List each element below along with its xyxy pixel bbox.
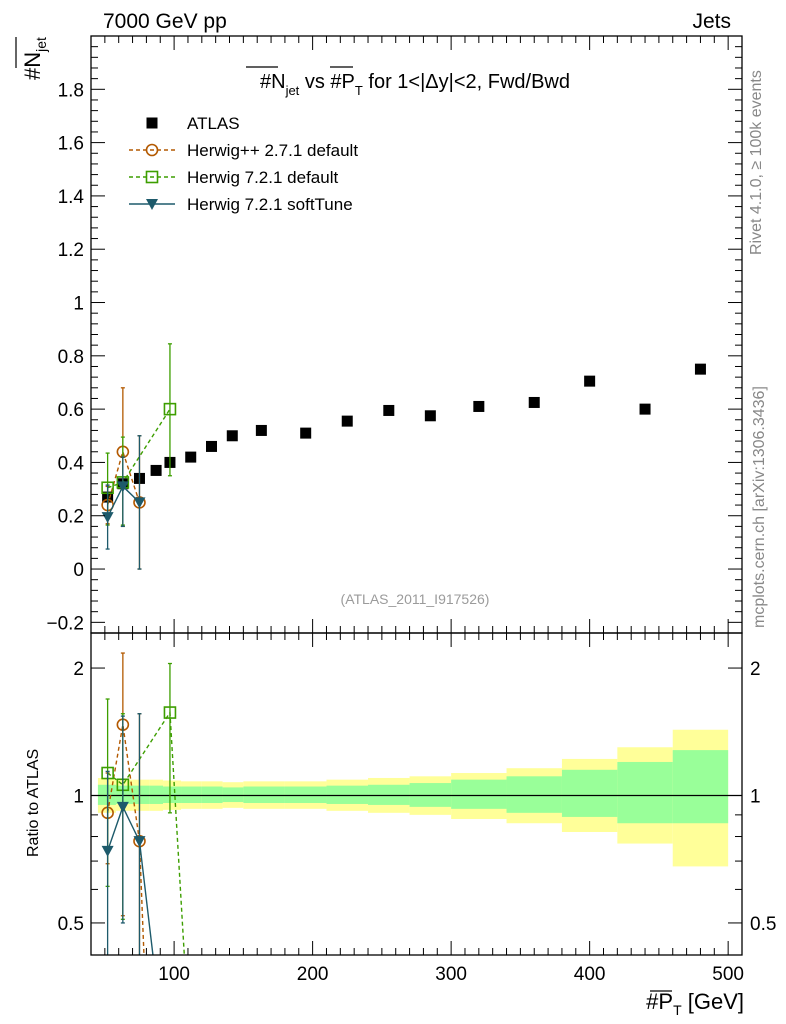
ratio-band-inner <box>243 786 285 804</box>
y-tick-label: 0 <box>73 560 84 581</box>
ratio-band-inner <box>163 786 182 804</box>
y-axis-label: #Njet <box>20 37 49 80</box>
ratio-point-herwig-7-2-1-softtune <box>133 836 146 848</box>
side-rivet-version: Rivet 4.1.0, ≥ 100k events <box>748 70 765 255</box>
plot-title: #Njet vs #PT for 1<|Δy|<2, Fwd/Bwd <box>260 71 570 98</box>
point-atlas <box>341 415 353 427</box>
point-atlas <box>473 400 485 412</box>
point-atlas <box>300 427 312 439</box>
axes: −0.2 0 0.2 0.4 0.6 0.8 1 1.2 1.4 1.6 1.8 100 200 300 4… <box>46 35 776 985</box>
legend-label-herwig-2-7-1-default: Herwig++ 2.7.1 default <box>187 141 358 160</box>
main-plot-marks <box>101 343 706 570</box>
ratio-band-inner <box>617 761 673 824</box>
ratio-tick-label-left: 2 <box>73 659 84 680</box>
point-herwig-7-2-1-softtune <box>101 512 114 524</box>
point-atlas <box>584 375 596 387</box>
y-tick-label: 1 <box>73 294 84 315</box>
ratio-band-inner <box>326 785 369 804</box>
legend-marker-herwig-7-2-1-default <box>145 170 159 184</box>
point-atlas <box>639 403 651 415</box>
ratio-axis-label: Ratio to ATLAS <box>25 749 42 857</box>
point-atlas <box>150 464 162 476</box>
point-atlas <box>206 440 218 452</box>
analysis-watermark: (ATLAS_2011_I917526) <box>341 591 490 607</box>
point-atlas <box>383 404 395 416</box>
x-tick-label: 300 <box>435 964 467 985</box>
ratio-tick-label-left: 1 <box>73 786 84 807</box>
y-tick-label: 1.4 <box>58 187 85 208</box>
point-atlas <box>528 396 540 408</box>
ratio-band-inner <box>201 786 223 804</box>
y-tick-label: 0.4 <box>58 453 85 474</box>
ratio-band-inner <box>561 769 618 817</box>
ratio-tick-label-left: 0.5 <box>58 914 84 935</box>
ratio-band-inner <box>132 785 150 804</box>
ratio-line-herwig-7-2-1-default <box>107 710 185 955</box>
x-axis-label: #PT [GeV] <box>646 989 744 1018</box>
ratio-band-inner <box>506 776 562 813</box>
y-tick-label: 1.2 <box>58 240 84 261</box>
y-tick-label: 0.8 <box>58 347 84 368</box>
ratio-plot-frame <box>90 632 743 956</box>
ratio-line-herwig-7-2-1-softtune <box>106 805 154 955</box>
y-tick-label: 1.8 <box>58 80 84 101</box>
y-tick-label: −0.2 <box>46 613 84 634</box>
y-tick-label: 0.2 <box>58 507 84 528</box>
x-tick-label: 500 <box>712 964 744 985</box>
legend-marker-herwig-2-7-1-default <box>145 143 159 157</box>
x-tick-label: 100 <box>158 964 190 985</box>
x-tick-label: 200 <box>297 964 329 985</box>
ratio-band-inner <box>181 786 202 804</box>
side-mcplots-ref: mcplots.cern.ch [arXiv:1306.3436] <box>751 386 768 628</box>
legend-label-herwig-7-2-1-softtune: Herwig 7.2.1 softTune <box>187 195 353 214</box>
ratio-band-inner <box>222 787 244 803</box>
point-atlas <box>694 363 706 375</box>
header-energy: 7000 GeV pp <box>103 10 227 33</box>
ratio-band-inner <box>451 779 507 809</box>
ratio-plot-marks <box>91 652 742 955</box>
point-atlas <box>424 410 436 422</box>
point-herwig-7-2-1-softtune <box>116 481 129 493</box>
point-atlas <box>226 430 238 442</box>
ratio-point-herwig-7-2-1-softtune <box>101 845 114 857</box>
legend-marker-herwig-7-2-1-softtune <box>146 199 158 210</box>
legend: ATLAS Herwig++ 2.7.1 default Herwig 7.2.1 … <box>129 114 358 214</box>
ratio-line-herwig-2-7-1-default <box>106 724 145 955</box>
point-herwig-7-2-1-softtune <box>133 497 146 509</box>
point-herwig-7-2-1-default <box>163 402 177 416</box>
header-process: Jets <box>692 10 731 33</box>
x-tick-label: 400 <box>574 964 606 985</box>
ratio-band-inner <box>115 785 133 804</box>
ratio-band-inner <box>284 786 327 804</box>
point-atlas <box>255 424 267 436</box>
ratio-band-inner <box>149 785 164 804</box>
ratio-band-inner <box>97 784 116 805</box>
ratio-tick-label-right: 1 <box>750 786 761 807</box>
ratio-band-inner <box>672 750 729 824</box>
ratio-tick-label-right: 2 <box>750 659 761 680</box>
ratio-point-herwig-7-2-1-default <box>163 706 177 719</box>
point-atlas <box>185 451 197 463</box>
ratio-tick-label-right: 0.5 <box>750 914 776 935</box>
y-tick-label: 1.6 <box>58 134 84 155</box>
ratio-band-inner <box>368 784 410 805</box>
legend-marker-atlas <box>146 117 158 129</box>
legend-label-herwig-7-2-1-default: Herwig 7.2.1 default <box>187 168 338 187</box>
ratio-point-herwig-7-2-1-softtune <box>116 801 129 813</box>
legend-label-atlas: ATLAS <box>187 114 240 133</box>
y-tick-label: 0.6 <box>58 400 84 421</box>
